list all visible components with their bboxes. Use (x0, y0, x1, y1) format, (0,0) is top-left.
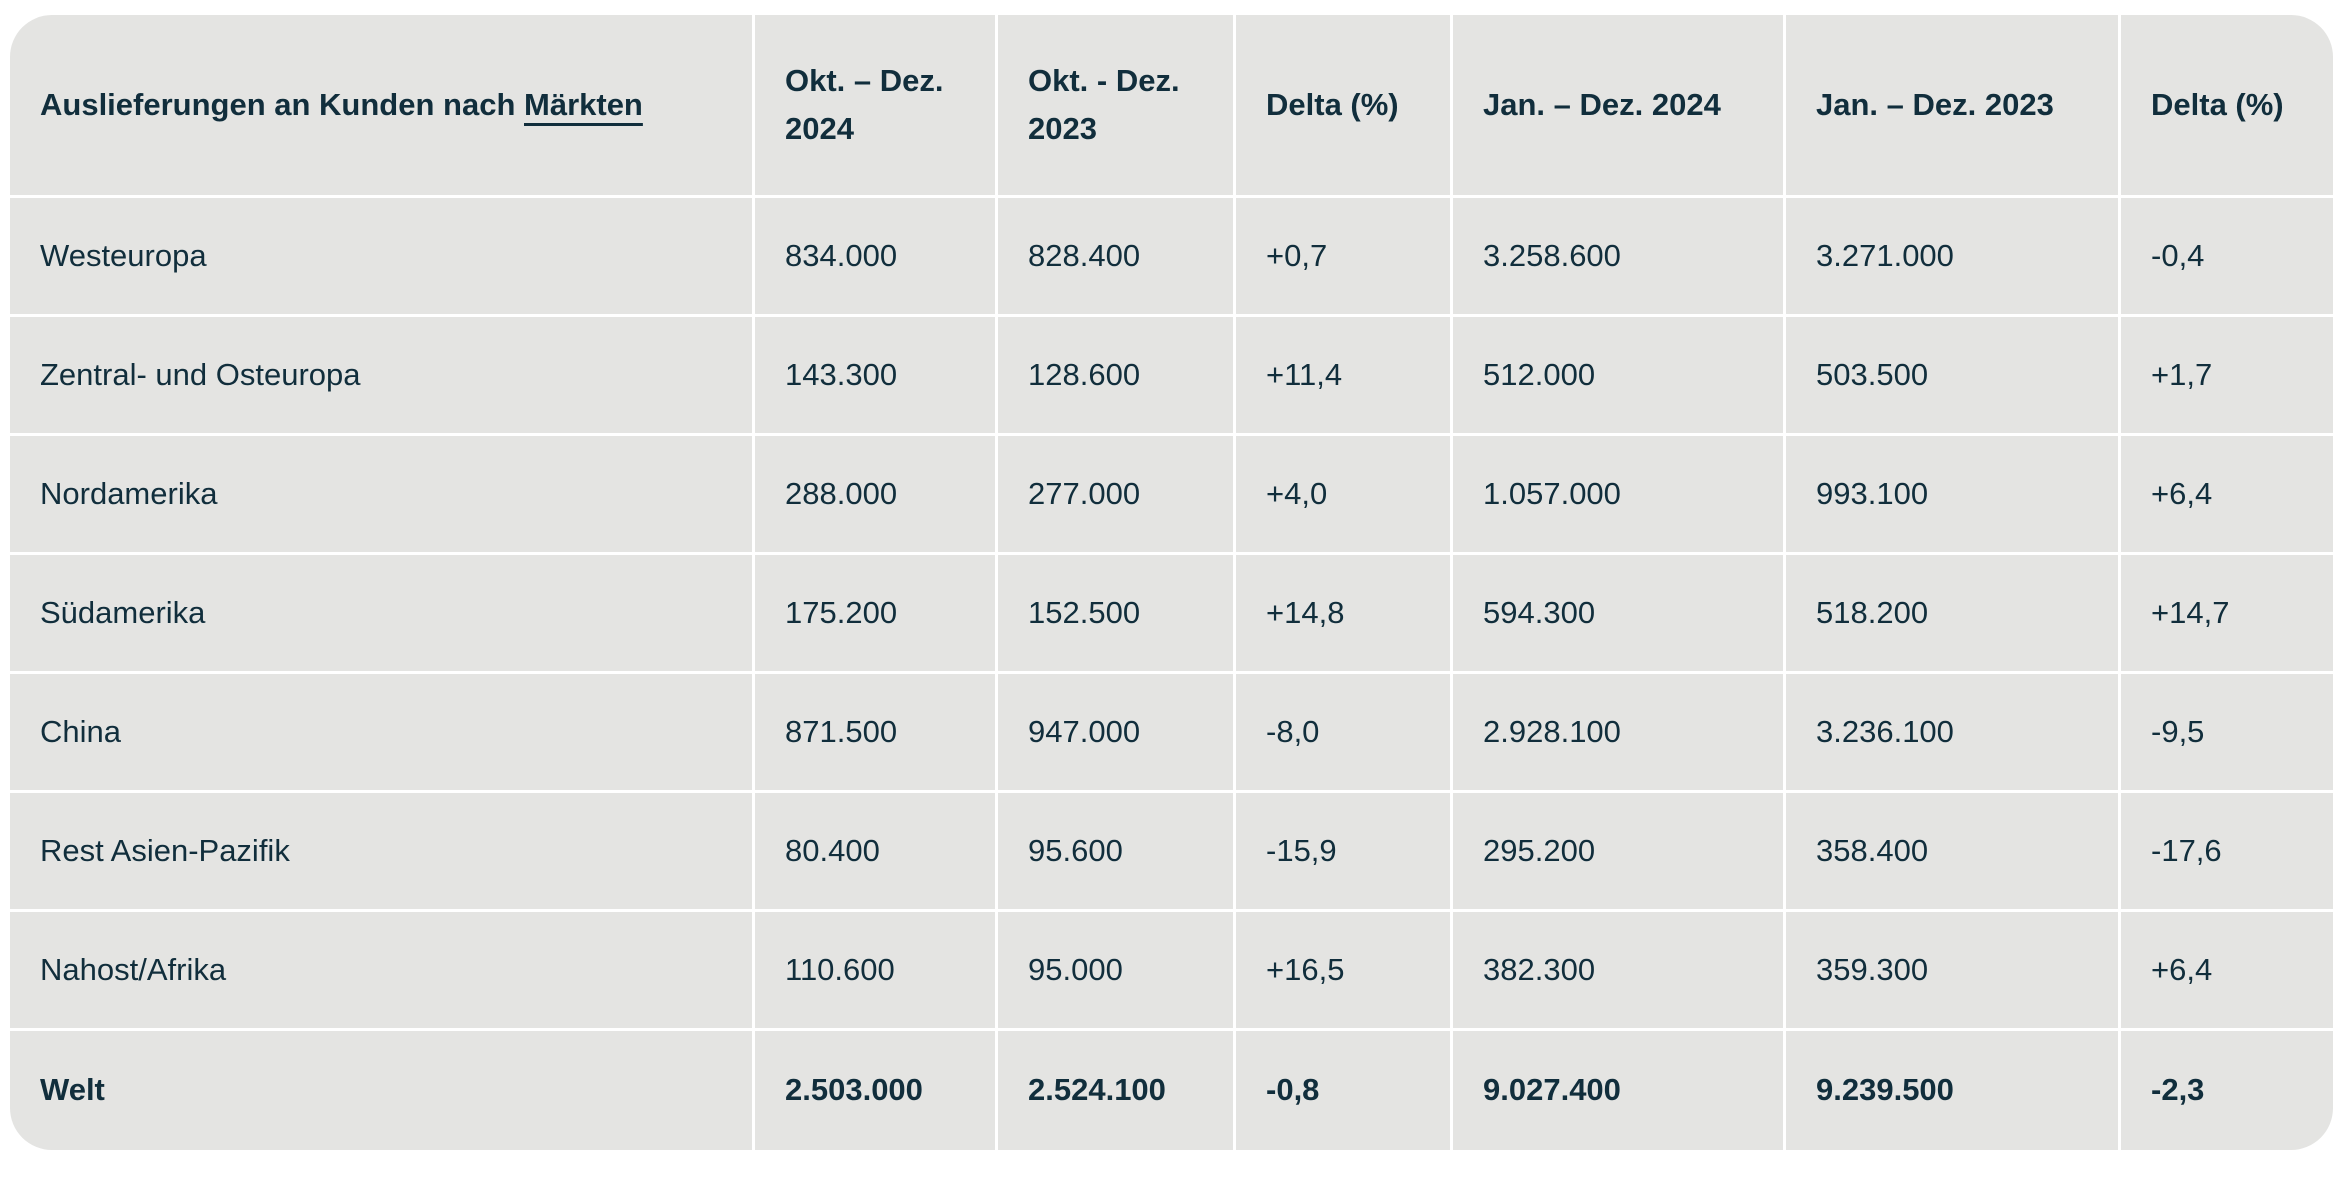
cell-fy-2023: 993.100 (1786, 436, 2121, 555)
cell-delta-quarter: -15,9 (1236, 793, 1453, 912)
cell-delta-year: +6,4 (2121, 912, 2333, 1031)
cell-q4-2024: 80.400 (755, 793, 998, 912)
cell-q4-2024: 288.000 (755, 436, 998, 555)
cell-delta-year: +6,4 (2121, 436, 2333, 555)
cell-delta-quarter: +0,7 (1236, 198, 1453, 317)
table-row-westeuropa: Westeuropa 834.000 828.400 +0,7 3.258.60… (10, 198, 2333, 317)
column-header-q4-2024: Okt. – Dez. 2024 (755, 15, 998, 198)
cell-fy-2023: 9.239.500 (1786, 1031, 2121, 1150)
cell-fy-2023: 518.200 (1786, 555, 2121, 674)
table-title-cell: Auslieferungen an Kunden nach Märkten (10, 15, 755, 198)
cell-q4-2024: 871.500 (755, 674, 998, 793)
table-row-nordamerika: Nordamerika 288.000 277.000 +4,0 1.057.0… (10, 436, 2333, 555)
column-header-delta-quarter: Delta (%) (1236, 15, 1453, 198)
table-row-suedamerika: Südamerika 175.200 152.500 +14,8 594.300… (10, 555, 2333, 674)
cell-fy-2024: 382.300 (1453, 912, 1786, 1031)
cell-fy-2024: 2.928.100 (1453, 674, 1786, 793)
cell-q4-2023: 128.600 (998, 317, 1236, 436)
row-label: Südamerika (10, 555, 755, 674)
cell-delta-quarter: -0,8 (1236, 1031, 1453, 1150)
cell-fy-2023: 503.500 (1786, 317, 2121, 436)
row-label-total: Welt (10, 1031, 755, 1150)
cell-delta-quarter: +11,4 (1236, 317, 1453, 436)
cell-q4-2023: 95.000 (998, 912, 1236, 1031)
cell-fy-2023: 359.300 (1786, 912, 2121, 1031)
table-row-china: China 871.500 947.000 -8,0 2.928.100 3.2… (10, 674, 2333, 793)
cell-q4-2023: 947.000 (998, 674, 1236, 793)
table-row-zentral-osteuropa: Zentral- und Osteuropa 143.300 128.600 +… (10, 317, 2333, 436)
cell-delta-year: -0,4 (2121, 198, 2333, 317)
markets-link[interactable]: Märkten (524, 86, 643, 122)
row-label: Nahost/Afrika (10, 912, 755, 1031)
table-row-rest-asien-pazifik: Rest Asien-Pazifik 80.400 95.600 -15,9 2… (10, 793, 2333, 912)
cell-q4-2023: 828.400 (998, 198, 1236, 317)
cell-fy-2024: 9.027.400 (1453, 1031, 1786, 1150)
row-label: Zentral- und Osteuropa (10, 317, 755, 436)
column-header-q4-2023: Okt. - Dez. 2023 (998, 15, 1236, 198)
row-label: Nordamerika (10, 436, 755, 555)
cell-q4-2024: 834.000 (755, 198, 998, 317)
cell-q4-2023: 2.524.100 (998, 1031, 1236, 1150)
cell-q4-2023: 95.600 (998, 793, 1236, 912)
cell-fy-2023: 3.271.000 (1786, 198, 2121, 317)
header-row: Auslieferungen an Kunden nach Märkten Ok… (10, 15, 2333, 198)
cell-q4-2023: 152.500 (998, 555, 1236, 674)
table-title: Auslieferungen an Kunden nach (40, 86, 524, 122)
cell-q4-2024: 143.300 (755, 317, 998, 436)
cell-delta-year: -9,5 (2121, 674, 2333, 793)
cell-fy-2023: 358.400 (1786, 793, 2121, 912)
row-label: Rest Asien-Pazifik (10, 793, 755, 912)
column-header-fy-2023: Jan. – Dez. 2023 (1786, 15, 2121, 198)
table-row-welt-total: Welt 2.503.000 2.524.100 -0,8 9.027.400 … (10, 1031, 2333, 1150)
cell-delta-quarter: +14,8 (1236, 555, 1453, 674)
deliveries-by-market-table: Auslieferungen an Kunden nach Märkten Ok… (10, 15, 2333, 1150)
cell-delta-year: -17,6 (2121, 793, 2333, 912)
cell-fy-2024: 295.200 (1453, 793, 1786, 912)
column-header-delta-year: Delta (%) (2121, 15, 2333, 198)
row-label: Westeuropa (10, 198, 755, 317)
cell-fy-2023: 3.236.100 (1786, 674, 2121, 793)
cell-q4-2024: 110.600 (755, 912, 998, 1031)
cell-fy-2024: 3.258.600 (1453, 198, 1786, 317)
cell-delta-quarter: +4,0 (1236, 436, 1453, 555)
cell-fy-2024: 1.057.000 (1453, 436, 1786, 555)
cell-delta-quarter: +16,5 (1236, 912, 1453, 1031)
cell-q4-2024: 2.503.000 (755, 1031, 998, 1150)
cell-delta-year: +1,7 (2121, 317, 2333, 436)
data-table: Auslieferungen an Kunden nach Märkten Ok… (10, 15, 2333, 1150)
cell-q4-2023: 277.000 (998, 436, 1236, 555)
cell-delta-quarter: -8,0 (1236, 674, 1453, 793)
cell-delta-year: +14,7 (2121, 555, 2333, 674)
cell-fy-2024: 594.300 (1453, 555, 1786, 674)
row-label: China (10, 674, 755, 793)
table-row-nahost-afrika: Nahost/Afrika 110.600 95.000 +16,5 382.3… (10, 912, 2333, 1031)
column-header-fy-2024: Jan. – Dez. 2024 (1453, 15, 1786, 198)
cell-q4-2024: 175.200 (755, 555, 998, 674)
cell-delta-year: -2,3 (2121, 1031, 2333, 1150)
cell-fy-2024: 512.000 (1453, 317, 1786, 436)
